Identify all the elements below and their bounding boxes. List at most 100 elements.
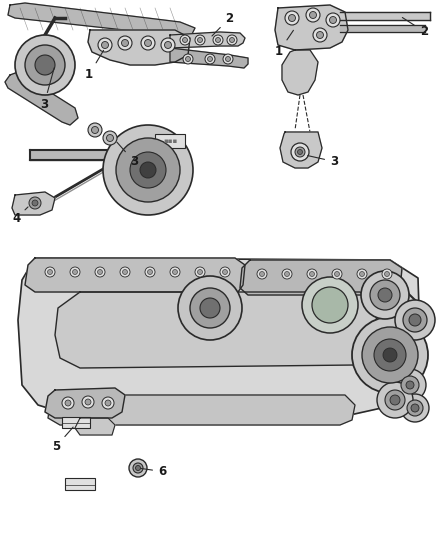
Polygon shape bbox=[280, 132, 322, 168]
Circle shape bbox=[352, 317, 428, 393]
Circle shape bbox=[123, 270, 127, 274]
Circle shape bbox=[200, 298, 220, 318]
Text: 3: 3 bbox=[40, 68, 54, 111]
Circle shape bbox=[178, 276, 242, 340]
Circle shape bbox=[15, 35, 75, 95]
Circle shape bbox=[360, 271, 364, 277]
Circle shape bbox=[145, 267, 155, 277]
Circle shape bbox=[357, 269, 367, 279]
Circle shape bbox=[47, 270, 53, 274]
Circle shape bbox=[361, 271, 409, 319]
Polygon shape bbox=[88, 30, 190, 65]
Circle shape bbox=[385, 390, 405, 410]
Circle shape bbox=[183, 54, 193, 64]
Circle shape bbox=[377, 382, 413, 418]
Text: 2: 2 bbox=[403, 18, 428, 38]
Circle shape bbox=[257, 269, 267, 279]
Circle shape bbox=[213, 35, 223, 45]
Circle shape bbox=[29, 197, 41, 209]
Circle shape bbox=[135, 465, 141, 471]
Circle shape bbox=[141, 36, 155, 50]
Circle shape bbox=[306, 8, 320, 22]
Circle shape bbox=[98, 38, 112, 52]
Polygon shape bbox=[45, 388, 125, 418]
Circle shape bbox=[133, 463, 143, 473]
Circle shape bbox=[103, 125, 193, 215]
Circle shape bbox=[329, 17, 336, 23]
Circle shape bbox=[220, 267, 230, 277]
Circle shape bbox=[227, 35, 237, 45]
Text: 3: 3 bbox=[117, 142, 138, 168]
Circle shape bbox=[215, 37, 220, 43]
Circle shape bbox=[88, 123, 102, 137]
Bar bbox=[155, 134, 185, 148]
Circle shape bbox=[120, 267, 130, 277]
Circle shape bbox=[310, 271, 314, 277]
Circle shape bbox=[170, 267, 180, 277]
Circle shape bbox=[285, 271, 290, 277]
Circle shape bbox=[140, 162, 156, 178]
Circle shape bbox=[195, 35, 205, 45]
Circle shape bbox=[335, 271, 339, 277]
Circle shape bbox=[82, 396, 94, 408]
Circle shape bbox=[190, 288, 230, 328]
Circle shape bbox=[73, 270, 78, 274]
Circle shape bbox=[223, 54, 233, 64]
Polygon shape bbox=[8, 3, 195, 38]
Circle shape bbox=[374, 339, 406, 371]
Polygon shape bbox=[170, 32, 245, 48]
Circle shape bbox=[25, 45, 65, 85]
Text: 5: 5 bbox=[52, 427, 73, 453]
Polygon shape bbox=[282, 50, 318, 95]
Circle shape bbox=[401, 394, 429, 422]
Circle shape bbox=[198, 270, 202, 274]
Circle shape bbox=[103, 131, 117, 145]
Circle shape bbox=[370, 280, 400, 310]
Circle shape bbox=[223, 270, 227, 274]
Circle shape bbox=[32, 200, 38, 206]
Circle shape bbox=[362, 327, 418, 383]
Circle shape bbox=[385, 271, 389, 277]
Circle shape bbox=[102, 397, 114, 409]
Circle shape bbox=[395, 300, 435, 340]
Circle shape bbox=[297, 149, 303, 155]
Polygon shape bbox=[240, 260, 402, 295]
Circle shape bbox=[95, 267, 105, 277]
Circle shape bbox=[302, 277, 358, 333]
Polygon shape bbox=[48, 395, 355, 425]
Circle shape bbox=[145, 39, 152, 46]
Circle shape bbox=[102, 42, 109, 49]
Circle shape bbox=[45, 267, 55, 277]
Text: 3: 3 bbox=[308, 155, 338, 168]
Circle shape bbox=[403, 308, 427, 332]
Text: 2: 2 bbox=[212, 12, 233, 36]
Polygon shape bbox=[55, 292, 378, 368]
Circle shape bbox=[394, 369, 426, 401]
Circle shape bbox=[161, 38, 175, 52]
Circle shape bbox=[98, 270, 102, 274]
Circle shape bbox=[406, 381, 414, 389]
Polygon shape bbox=[25, 258, 245, 292]
Circle shape bbox=[282, 269, 292, 279]
Circle shape bbox=[230, 37, 234, 43]
Circle shape bbox=[411, 404, 419, 412]
Circle shape bbox=[317, 31, 324, 38]
Bar bbox=[62, 417, 90, 428]
Circle shape bbox=[180, 35, 190, 45]
Text: 1: 1 bbox=[275, 30, 293, 58]
Polygon shape bbox=[5, 72, 78, 125]
Circle shape bbox=[312, 287, 348, 323]
Circle shape bbox=[326, 13, 340, 27]
Circle shape bbox=[378, 288, 392, 302]
Circle shape bbox=[382, 269, 392, 279]
Circle shape bbox=[313, 28, 327, 42]
Circle shape bbox=[205, 54, 215, 64]
Circle shape bbox=[198, 37, 202, 43]
Circle shape bbox=[183, 37, 187, 43]
Circle shape bbox=[165, 42, 172, 49]
Text: 4: 4 bbox=[12, 207, 28, 225]
Circle shape bbox=[106, 134, 113, 141]
Polygon shape bbox=[170, 48, 248, 68]
Circle shape bbox=[407, 400, 423, 416]
Circle shape bbox=[291, 143, 309, 161]
